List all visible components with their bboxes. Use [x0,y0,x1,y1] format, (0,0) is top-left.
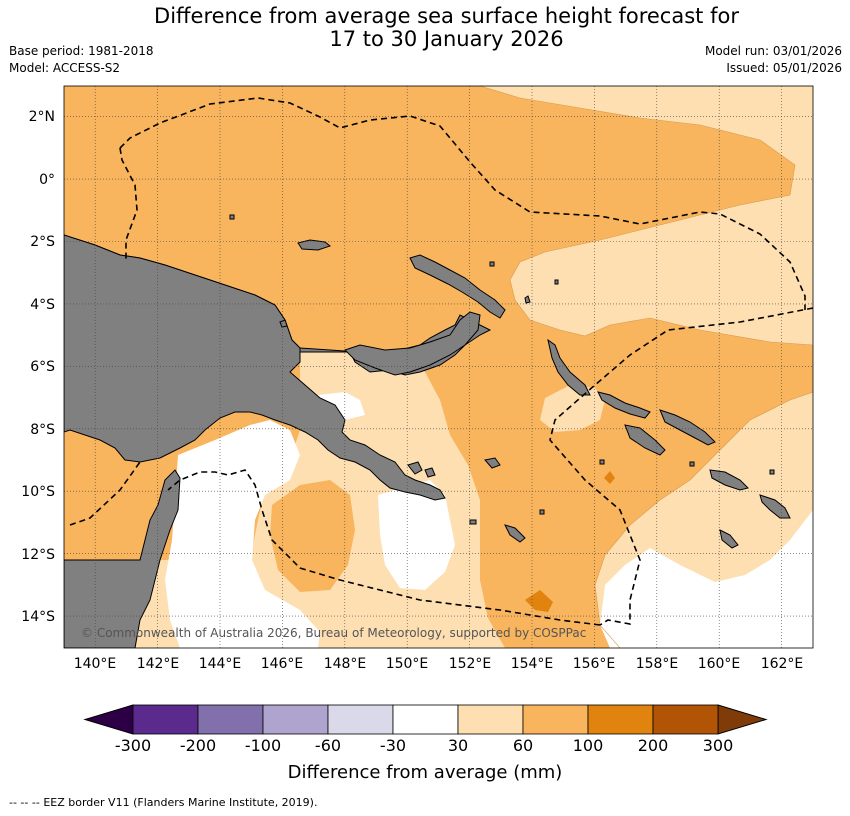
contour-lines [479,86,813,648]
lon-label: 140°E [74,656,117,672]
colorbar-tick-label: 60 [513,736,533,755]
colorbar-segment [132,704,199,735]
lon-label: 148°E [324,656,367,672]
lat-label: 12°S [21,547,55,563]
lon-label: 154°E [511,656,554,672]
colorbar-segment [392,704,459,735]
lat-label: 8°S [30,422,55,438]
colorbar-tick-label: 200 [638,736,669,755]
eez-legend-text: EEZ border V11 (Flanders Marine Institut… [43,796,318,809]
model-run-text: Model run: 03/01/2026 [704,44,842,58]
eez-png-west [119,147,138,262]
cape-york-peninsula [64,469,181,648]
new-britain-island [344,311,481,376]
land-masses [64,214,791,648]
new-ireland-island [409,254,506,319]
colorbar-tick-label: 100 [573,736,604,755]
colorbar-tick-label: -200 [180,736,216,755]
latitude-labels: 2°N 0° 2°S 4°S 6°S 8°S 10°S 12°S 14°S [21,109,55,625]
guadalcanal-island [624,424,666,456]
colorbar-segment [457,704,524,735]
colorbar-segment [522,704,589,735]
lon-label: 162°E [761,656,804,672]
choiseul-island [597,391,651,419]
lon-label: 142°E [137,656,180,672]
bougainville-island [547,338,591,396]
colorbar-tick-labels: -300 -200 -100 -60 -30 30 60 100 200 300 [115,736,733,755]
colorbar-segment [652,704,719,735]
longitude-labels: 140°E 142°E 144°E 146°E 148°E 150°E 152°… [74,656,804,672]
near-average-region-west [165,420,320,648]
map-area: © Commonwealth of Australia 2026, Bureau… [64,86,813,648]
model-text: Model: ACCESS-S2 [9,61,121,75]
lon-label: 158°E [636,656,679,672]
copyright-text: © Commonwealth of Australia 2026, Bureau… [81,626,586,640]
graticule [64,86,813,648]
colorbar-label: Difference from average (mm) [288,762,563,783]
base-period-text: Base period: 1981-2018 [9,44,154,58]
lat-label: 0° [39,172,55,188]
issued-text: Issued: 05/01/2026 [726,61,842,75]
eez-legend: -- -- -- EEZ border V11 (Flanders Marine… [9,796,317,809]
lat-label: 2°N [29,109,55,125]
malaita-island [709,469,749,491]
louisiade-archipelago [484,457,526,543]
lat-label: 2°S [30,234,55,250]
santa-isabel-island [659,409,716,446]
lat-label: 6°S [30,359,55,375]
eez-png-north [119,97,806,310]
makira-island [759,494,791,519]
lon-label: 152°E [449,656,492,672]
colorbar-tick-label: -300 [115,736,151,755]
map-title-line1: Difference from average sea surface heig… [154,4,739,28]
colorbar-tick-label: -100 [245,736,281,755]
manus-island [297,239,332,251]
lon-label: 146°E [261,656,304,672]
anomaly-30-60-patch-east [540,385,605,432]
small-islets [229,214,775,525]
lat-label: 14°S [21,609,55,625]
eez-indonesia-png [69,461,141,526]
near-average-region-southeast [600,510,813,648]
colorbar [83,704,768,735]
colorbar-segment [262,704,329,735]
anomaly-100-200-patch-south [525,590,553,612]
colorbar-segment [197,704,264,735]
lon-label: 156°E [573,656,616,672]
vanuatu-north-island [719,529,739,549]
colorbar-segment [327,704,394,735]
map-title-line2: 17 to 30 January 2026 [329,27,564,51]
colorbar-segment [587,704,654,735]
lat-label: 4°S [30,297,55,313]
anomaly-30-60-region-northeast [480,86,813,345]
colorbar-tick-label: -30 [380,736,406,755]
eez-legend-symbol: -- -- -- [9,796,40,809]
eez-png-solomons [549,307,813,626]
lon-label: 160°E [698,656,741,672]
lat-label: 10°S [21,484,55,500]
colorbar-tick-label: 300 [703,736,734,755]
colorbar-tick-label: -60 [315,736,341,755]
eez-border-lines [69,97,813,626]
eez-png-australia [167,469,601,626]
anomaly-60-100-patch-coral-sea [270,480,355,592]
lon-label: 150°E [386,656,429,672]
colorbar-over-arrow [717,704,768,735]
colorbar-tick-label: 30 [448,736,468,755]
near-average-region-central [378,480,455,590]
papua-new-guinea-southern [64,234,446,501]
colorbar-under-arrow [83,704,134,735]
dentrecasteaux-islands [407,461,436,478]
anomaly-100-200-patch-east [604,471,615,484]
map-frame [63,85,814,649]
lon-label: 144°E [199,656,242,672]
